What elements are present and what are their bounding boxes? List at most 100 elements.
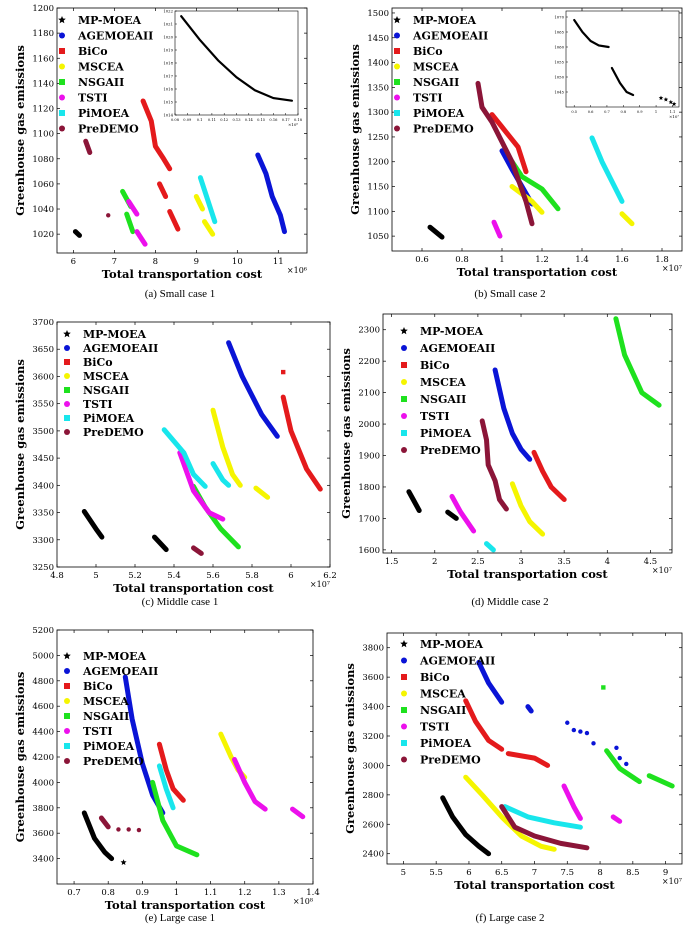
series-tsti [177, 450, 226, 522]
y-tick-label: 1200 [367, 158, 389, 168]
y-tick-label: 4400 [32, 728, 54, 738]
legend-label: MP-MOEA [78, 14, 142, 27]
y-tick-label: 2100 [358, 389, 380, 399]
pareto-front-segment [156, 741, 186, 803]
y-axis-label: Greenhouse gas emissions [13, 672, 27, 843]
x-tick-label: 10 [232, 257, 243, 267]
legend-item-nsgaii: NSGAII [59, 76, 124, 89]
pareto-front-segment [140, 98, 173, 172]
inset-x-tick-label: 0.5 [571, 110, 577, 114]
series-pimoea [197, 175, 218, 225]
caption-large2: (f) Large case 2 [475, 912, 545, 924]
pareto-front-segment [161, 427, 208, 489]
chart-middle1: 4.8 5 5.2 5.4 5.6 5.8 6 6.2 3250 3300 3350 3400 3450… [13, 318, 337, 595]
y-tick-label: 4200 [32, 753, 54, 763]
legend-label: TSTI [83, 398, 112, 411]
legend-marker [59, 79, 65, 85]
data-point [565, 720, 570, 725]
series-bico [489, 112, 529, 175]
pareto-front-segment [81, 810, 115, 862]
series-agemoeaii [255, 152, 287, 235]
y-tick-label: 4000 [32, 778, 54, 788]
plot-frame [386, 632, 683, 865]
y-tick-label: 1900 [358, 452, 380, 462]
legend-marker [64, 683, 70, 689]
legend-label: PreDEMO [420, 444, 481, 457]
legend-item-bico: BiCo [59, 45, 108, 58]
series-mscea [210, 407, 271, 500]
series-agemoeaii [476, 659, 629, 767]
legend-item-agemoeaii: AGEMOEAII [394, 30, 488, 43]
inset-x-tick-label: 0.9 [637, 110, 643, 114]
inset-x-tick-label: 0.11 [208, 118, 216, 122]
pareto-front-segment [197, 175, 218, 225]
legend-label: AGEMOEAII [419, 655, 495, 668]
x-axis-label: Total transportation cost [447, 567, 608, 581]
x-tick-label: 7 [112, 257, 117, 267]
legend-item-bico: BiCo [394, 45, 443, 58]
legend-item-mp-moea: MP-MOEA [400, 638, 484, 651]
x-tick-label: 4.5 [644, 557, 658, 567]
inset-x-tick-label: 0.18 [294, 118, 303, 122]
y-tick-label: 1200 [32, 4, 54, 14]
series-nsgaii [601, 685, 675, 789]
legend-marker [64, 668, 70, 674]
pareto-front-segment [445, 509, 459, 521]
pareto-front-segment [124, 211, 136, 235]
legend-marker [63, 652, 71, 660]
x-exponent: ×10⁷ [652, 566, 672, 575]
pareto-front-segment [509, 184, 545, 215]
y-tick-label: 3600 [32, 372, 54, 382]
series-mscea [509, 481, 546, 537]
x-tick-label: 6.5 [495, 868, 509, 878]
x-axis-label: Total transportation cost [113, 581, 274, 595]
legend-label: NSGAII [420, 393, 466, 406]
x-exponent: ×10⁸ [293, 897, 313, 906]
inset-y-tick-label: 1021 [163, 22, 173, 27]
series-tsti [126, 199, 148, 247]
chart-middle2: 1.5 2 2.5 3 3.5 4 4.5 1600 1700 1800 1900 2000 2100 2… [339, 313, 673, 581]
y-tick-label: 1150 [367, 183, 389, 193]
y-tick-label: 1800 [358, 483, 380, 493]
legend-marker [64, 359, 70, 365]
legend-label: TSTI [420, 410, 449, 423]
y-tick-label: 3500 [32, 427, 54, 437]
legend-label: PreDEMO [83, 426, 144, 439]
pareto-front-segment [72, 229, 82, 238]
legend-label: TSTI [413, 92, 442, 105]
legend-item-agemoeaii: AGEMOEAII [401, 342, 495, 355]
legend-marker [401, 430, 407, 436]
series-predemo [191, 545, 204, 556]
x-exponent: ×10⁷ [662, 264, 682, 273]
legend-marker [401, 657, 407, 664]
x-tick-label: 3.5 [557, 557, 571, 567]
legend-item-agemoeaii: AGEMOEAII [64, 665, 158, 678]
x-tick-label: 1.8 [655, 255, 669, 265]
x-exponent: ×10⁷ [310, 580, 330, 589]
legend-marker [64, 429, 70, 435]
series-tsti [561, 783, 623, 824]
inset-small1: 0.08 0.09 0.1 0.11 0.12 0.13 0.14 0.15 0.16 0.17 0… [163, 9, 302, 128]
legend-label: MSCEA [413, 61, 459, 74]
y-tick-label: 3350 [32, 509, 54, 519]
y-tick-label: 3550 [32, 400, 54, 410]
legend-label: AGEMOEAII [82, 342, 158, 355]
pareto-front-segment [613, 316, 662, 408]
data-point [614, 745, 619, 750]
x-tick-label: 7 [532, 868, 537, 878]
inset-x-tick-label: 0.15 [257, 118, 266, 122]
legend-item-predemo: PreDEMO [64, 755, 144, 768]
legend-marker [394, 125, 400, 132]
legend-marker [400, 640, 408, 648]
inset-y-tick-label: 1017 [163, 74, 173, 79]
caption-middle2: (d) Middle case 2 [471, 596, 549, 608]
legend-marker [401, 707, 407, 713]
series-bico [531, 449, 567, 502]
y-axis-label: Greenhouse gas emissions [348, 44, 362, 215]
y-tick-label: 1600 [358, 546, 380, 556]
pareto-front-segment [210, 461, 232, 488]
data-point [136, 827, 142, 833]
y-tick-label: 2600 [362, 820, 384, 830]
y-tick-label: 3600 [32, 829, 54, 839]
inset-y-tick-label: 1045 [554, 90, 564, 95]
